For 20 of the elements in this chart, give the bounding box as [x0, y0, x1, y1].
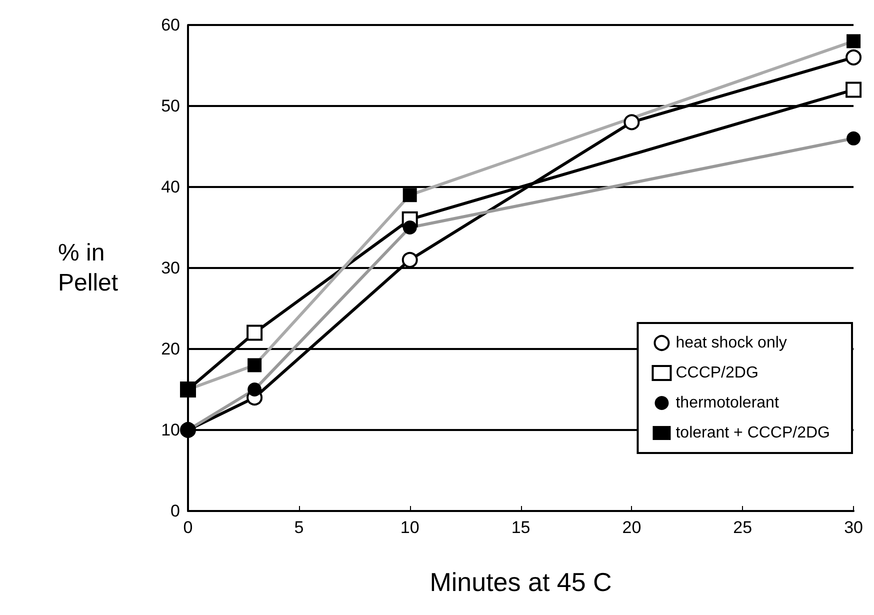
- x-tick-label: 5: [294, 518, 304, 537]
- y-tick-label: 10: [161, 420, 180, 440]
- legend-label: tolerant + CCCP/2DG: [676, 424, 830, 442]
- y-tick-label: 20: [161, 340, 180, 358]
- y-tick-label: 30: [161, 258, 180, 278]
- legend-label: thermotolerant: [676, 394, 780, 412]
- x-tick-label: 0: [183, 518, 193, 537]
- x-tick-label: 25: [733, 518, 752, 537]
- x-tick-label: 15: [511, 518, 530, 537]
- x-tick-label: 30: [844, 518, 864, 537]
- x-axis-title: Minutes at 45 C: [430, 567, 612, 597]
- y-tick-label: 50: [161, 96, 180, 116]
- x-tick-label: 20: [622, 518, 642, 537]
- legend-label: CCCP/2DG: [676, 364, 758, 382]
- legend-label: heat shock only: [676, 334, 787, 352]
- y-tick-label: 60: [161, 16, 180, 34]
- x-tick-label: 10: [400, 518, 420, 537]
- y-tick-label: 40: [161, 178, 180, 196]
- y-tick-label: 0: [170, 502, 180, 520]
- y-axis-title: % in Pellet: [58, 240, 118, 296]
